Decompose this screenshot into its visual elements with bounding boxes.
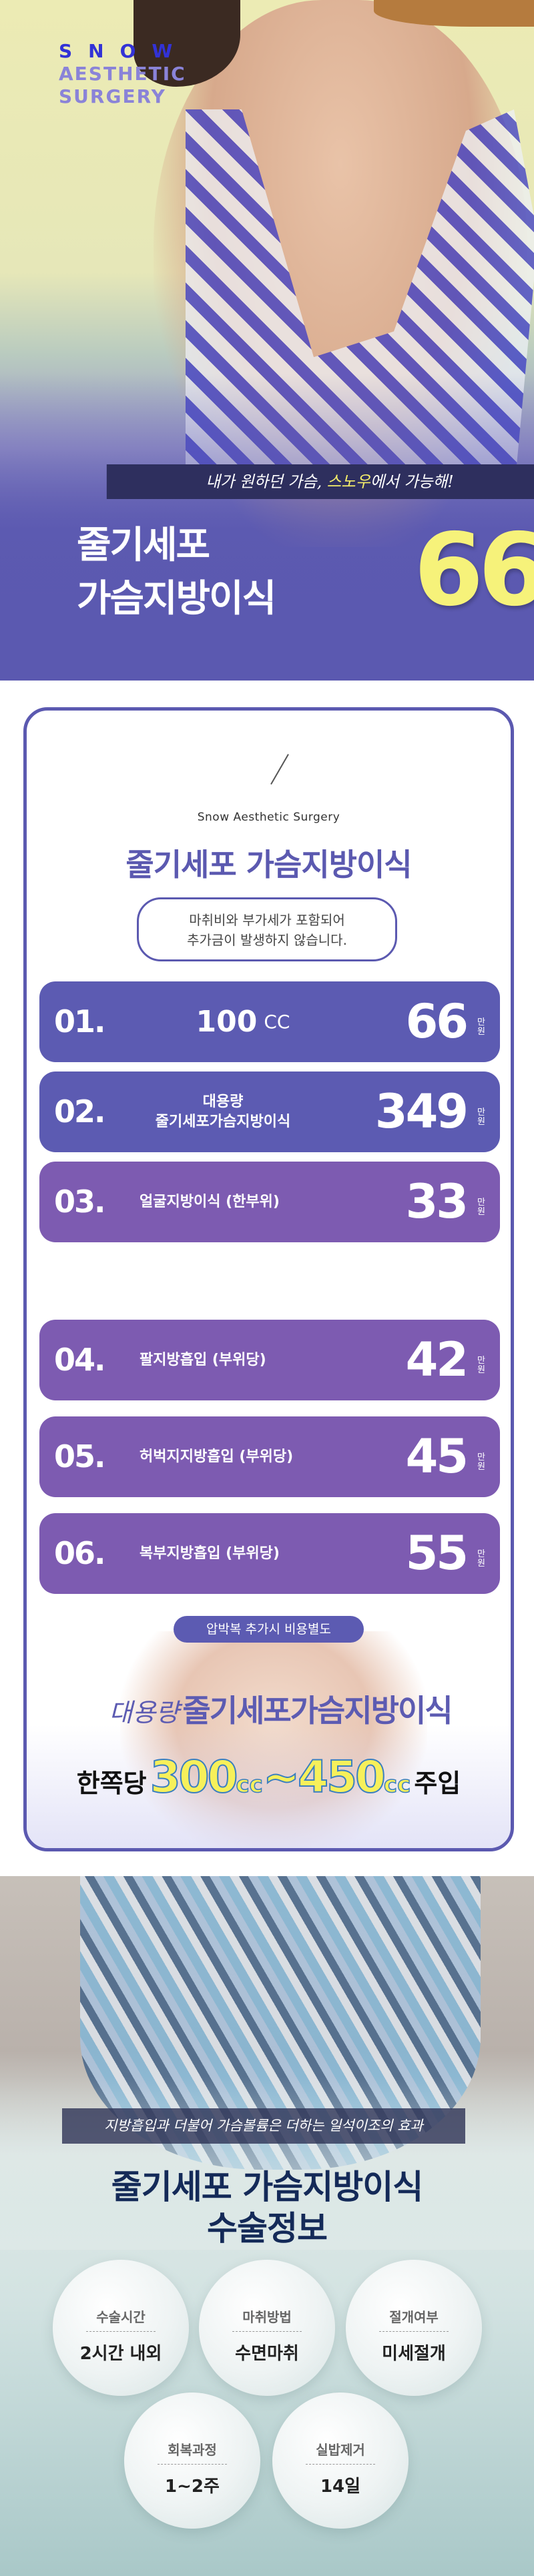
extra-cost-note: 압박복 추가시 비용별도 bbox=[174, 1616, 364, 1643]
logo-line-3: SURGERY bbox=[59, 85, 166, 107]
row-price: 42 bbox=[405, 1332, 469, 1387]
row-price-unit: 만원 bbox=[477, 1356, 485, 1375]
dashed-divider bbox=[86, 2331, 156, 2332]
volume-suffix: 주입 bbox=[414, 1769, 461, 1798]
info-value: 수면마취 bbox=[235, 2344, 299, 2364]
surgery-info-section: 지방흡입과 더불어 가슴볼륨은 더하는 일석이조의 효과 줄기세포 가슴지방이식… bbox=[0, 1876, 534, 2576]
price-card: Snow Aesthetic Surgery 줄기세포 가슴지방이식 마취비와 … bbox=[23, 707, 514, 1851]
row-price: 45 bbox=[405, 1429, 469, 1484]
row-desc: 얼굴지방이식 (한부위) bbox=[140, 1193, 280, 1210]
row-price-unit: 만원 bbox=[477, 1017, 485, 1037]
logo-line-1: SNOW bbox=[59, 40, 189, 62]
overlay-gradient bbox=[27, 1725, 511, 1848]
info-title-line-1: 줄기세포 가슴지방이식 bbox=[111, 2168, 423, 2206]
row-desc-value: 100 bbox=[196, 1004, 258, 1039]
row-price-unit: 만원 bbox=[477, 1549, 485, 1569]
row-desc: 팔지방흡입 (부위당) bbox=[140, 1351, 266, 1368]
promo-headline: 대용량 줄기세포가슴지방이식 bbox=[53, 1687, 507, 1731]
row-desc: 복부지방흡입 (부위당) bbox=[140, 1545, 280, 1562]
price-row: 04. 팔지방흡입 (부위당) 42 만원 bbox=[39, 1320, 500, 1400]
price-row: 01. 100 CC 66 만원 bbox=[39, 981, 500, 1062]
row-number: 03. bbox=[54, 1184, 105, 1220]
info-value: 1~2주 bbox=[165, 2477, 220, 2497]
row-price-unit: 만원 bbox=[477, 1198, 485, 1217]
row-price: 33 bbox=[405, 1174, 469, 1229]
info-label: 실밥제거 bbox=[316, 2442, 365, 2458]
row-price: 349 bbox=[374, 1084, 469, 1139]
price-row: 05. 허벅지지방흡입 (부위당) 45 만원 bbox=[39, 1416, 500, 1497]
volume-min: 300 bbox=[150, 1751, 239, 1803]
tagline-highlight: 스노우 bbox=[326, 472, 370, 491]
row-number: 05. bbox=[54, 1438, 105, 1474]
dashed-divider bbox=[379, 2331, 449, 2332]
hero-banner: SNOW AESTHETIC SURGERY 내가 원하던 가슴, 스노우에서 … bbox=[0, 0, 534, 681]
row-desc-line-2: 줄기세포가슴지방이식 bbox=[155, 1113, 291, 1130]
info-title-line-2: 수술정보 bbox=[207, 2209, 328, 2248]
row-number: 04. bbox=[54, 1342, 105, 1378]
price-note: 마취비와 부가세가 포함되어 추가금이 발생하지 않습니다. bbox=[137, 897, 397, 961]
promo-main-text: 줄기세포가슴지방이식 bbox=[182, 1693, 453, 1729]
info-value: 미세절개 bbox=[382, 2344, 446, 2364]
slash-divider bbox=[270, 753, 289, 785]
brand-logo: SNOW AESTHETIC SURGERY bbox=[59, 40, 188, 108]
info-tagline: 지방흡입과 더불어 가슴볼륨은 더하는 일석이조의 효과 bbox=[62, 2108, 465, 2144]
note-line-2: 추가금이 발생하지 않습니다. bbox=[187, 932, 347, 948]
price-row: 02. 대용량 줄기세포가슴지방이식 349 만원 bbox=[39, 1071, 500, 1152]
info-label: 회복과정 bbox=[168, 2442, 217, 2458]
info-value: 14일 bbox=[320, 2477, 361, 2497]
dashed-divider bbox=[158, 2464, 227, 2465]
info-circle: 회복과정 1~2주 bbox=[124, 2393, 260, 2529]
hero-title: 줄기세포 가슴지방이식 bbox=[77, 519, 276, 626]
row-desc: 허벅지지방흡입 (부위당) bbox=[140, 1448, 294, 1465]
row-price: 66 bbox=[405, 994, 469, 1049]
volume-unit: cc bbox=[236, 1771, 264, 1799]
tagline-pre: 내가 원하던 가슴, bbox=[206, 472, 322, 491]
row-desc-unit: CC bbox=[264, 1010, 290, 1033]
info-title: 줄기세포 가슴지방이식 수술정보 bbox=[0, 2166, 534, 2249]
overlay-gradient bbox=[0, 2076, 534, 2250]
info-circle: 수술시간 2시간 내외 bbox=[53, 2260, 189, 2396]
dashed-divider bbox=[232, 2331, 302, 2332]
volume-unit: cc bbox=[383, 1771, 411, 1799]
row-desc-line-1: 대용량 bbox=[202, 1093, 244, 1110]
volume-prefix: 한쪽당 bbox=[76, 1769, 147, 1798]
row-price: 55 bbox=[405, 1526, 469, 1581]
overlay-gradient bbox=[0, 374, 534, 681]
logo-line-2: AESTHETIC bbox=[59, 63, 186, 85]
info-value: 2시간 내외 bbox=[79, 2344, 162, 2364]
hero-price: 66 bbox=[414, 512, 534, 628]
volume-separator: ~ bbox=[262, 1751, 300, 1803]
info-circle: 실밥제거 14일 bbox=[272, 2393, 409, 2529]
row-price-unit: 만원 bbox=[477, 1108, 485, 1127]
row-price-unit: 만원 bbox=[477, 1452, 485, 1472]
promo-script-text: 대용량 bbox=[109, 1698, 180, 1727]
hero-tagline: 내가 원하던 가슴, 스노우에서 가능해! bbox=[106, 464, 534, 499]
tagline-post: 에서 가능해! bbox=[370, 472, 454, 491]
row-number: 06. bbox=[54, 1535, 105, 1571]
card-title: 줄기세포 가슴지방이식 bbox=[125, 847, 412, 883]
row-desc: 100 CC bbox=[160, 981, 326, 1062]
dashed-divider bbox=[306, 2464, 375, 2465]
volume-max: 450 bbox=[297, 1751, 386, 1803]
hero-title-line-2: 가슴지방이식 bbox=[77, 577, 276, 620]
brand-name: Snow Aesthetic Surgery bbox=[197, 811, 340, 824]
info-label: 마취방법 bbox=[242, 2309, 292, 2325]
volume-line: 한쪽당 300cc~450cc 주입 bbox=[27, 1751, 511, 1803]
hero-title-line-1: 줄기세포 bbox=[77, 524, 210, 567]
info-label: 절개여부 bbox=[389, 2309, 439, 2325]
row-number: 01. bbox=[54, 1003, 105, 1039]
price-row: 06. 복부지방흡입 (부위당) 55 만원 bbox=[39, 1513, 500, 1594]
row-number: 02. bbox=[54, 1094, 105, 1130]
row-desc: 대용량 줄기세포가슴지방이식 bbox=[133, 1071, 313, 1152]
price-row: 03. 얼굴지방이식 (한부위) 33 만원 bbox=[39, 1162, 500, 1242]
info-label: 수술시간 bbox=[96, 2309, 146, 2325]
note-line-1: 마취비와 부가세가 포함되어 bbox=[189, 912, 345, 928]
